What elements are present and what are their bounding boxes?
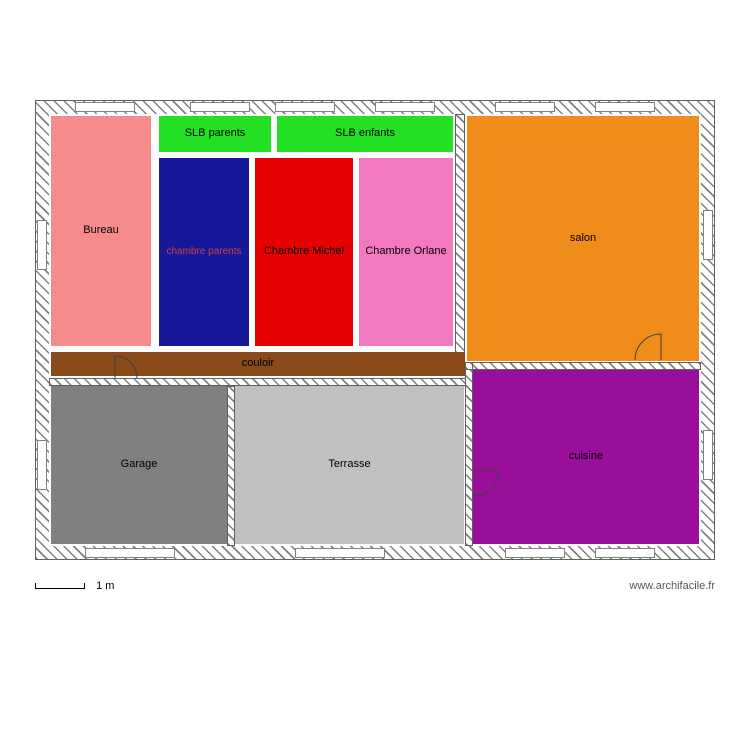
window-left-1 [37, 220, 47, 270]
wall-v2 [227, 386, 235, 546]
window-bot-1 [85, 548, 175, 558]
room-cuisine: cuisine [473, 370, 699, 544]
window-right-2 [703, 430, 713, 480]
window-top-6 [595, 102, 655, 112]
door-arc-cuisine [473, 470, 503, 500]
window-bot-3 [505, 548, 565, 558]
window-top-5 [495, 102, 555, 112]
room-slb-enfants: SLB enfants [277, 116, 453, 152]
scale-bar-icon [35, 583, 85, 589]
credit-text: www.archifacile.fr [629, 580, 715, 592]
wall-v1 [455, 114, 465, 364]
room-chambre-orlane: Chambre Orlane [359, 158, 453, 346]
room-label: Terrasse [328, 458, 370, 471]
room-label: Garage [121, 458, 158, 471]
scale-label: 1 m [96, 580, 114, 592]
room-chambre-parents: chambre parents [159, 158, 249, 346]
room-slb-parents: SLB parents [159, 116, 271, 152]
room-label: SLB parents [185, 127, 246, 140]
window-left-2 [37, 440, 47, 490]
room-salon: salon [467, 116, 699, 361]
room-label: Chambre Orlane [365, 245, 446, 258]
window-right-1 [703, 210, 713, 260]
room-label: Bureau [83, 224, 118, 237]
room-couloir: couloir [51, 352, 465, 376]
room-terrasse: Terrasse [235, 386, 464, 544]
room-label: salon [570, 232, 596, 245]
wall-v3 [465, 362, 473, 546]
floor-plan-canvas: Bureau SLB parents SLB enfants chambre p… [35, 100, 715, 560]
scale-indicator: 1 m [35, 580, 114, 592]
room-garage: Garage [51, 386, 227, 544]
window-top-1 [75, 102, 135, 112]
room-label: cuisine [569, 450, 603, 463]
window-top-4 [375, 102, 435, 112]
room-label: SLB enfants [335, 127, 395, 140]
room-label: couloir [242, 357, 274, 370]
wall-h2 [465, 362, 701, 370]
wall-h1 [49, 378, 467, 386]
room-label: Chambre Michel [264, 245, 344, 258]
room-bureau: Bureau [51, 116, 151, 346]
window-top-3 [275, 102, 335, 112]
room-label: chambre parents [166, 246, 241, 258]
window-bot-2 [295, 548, 385, 558]
window-top-2 [190, 102, 250, 112]
door-arc-couloir [115, 356, 145, 386]
wall-bump [465, 362, 473, 370]
door-arc-salon [635, 334, 665, 364]
room-chambre-michel: Chambre Michel [255, 158, 353, 346]
window-bot-4 [595, 548, 655, 558]
